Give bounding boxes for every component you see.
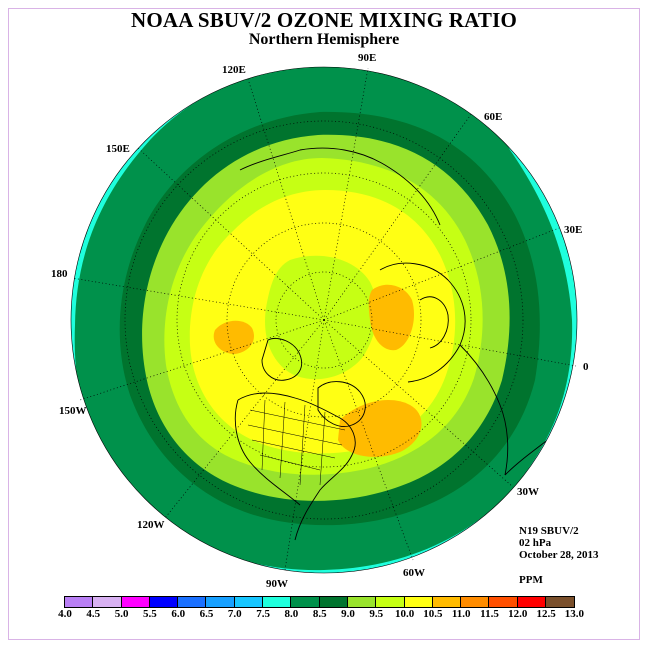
colorbar-swatch bbox=[404, 597, 433, 607]
colorbar-swatch bbox=[178, 597, 207, 607]
colorbar-swatch bbox=[206, 597, 235, 607]
colorbar-swatch bbox=[149, 597, 179, 607]
colorbar-tick-label: 12.5 bbox=[536, 608, 556, 620]
contour-band-10_5-c bbox=[368, 284, 415, 351]
date-label: October 28, 2013 bbox=[519, 549, 599, 561]
colorbar-tick-label: 12.0 bbox=[508, 608, 528, 620]
colorbar-tick-label: 9.0 bbox=[341, 608, 355, 620]
colorbar-swatch bbox=[291, 597, 320, 607]
lon-label-30e: 30E bbox=[564, 224, 582, 236]
colorbar-swatch bbox=[461, 597, 490, 607]
us-states bbox=[247, 399, 346, 486]
colorbar-swatch bbox=[65, 597, 94, 607]
instrument-label: N19 SBUV/2 bbox=[519, 525, 579, 537]
contour-band-10_5-a bbox=[338, 400, 422, 457]
lon-label-30w: 30W bbox=[517, 486, 539, 498]
colorbar-tick-label: 11.5 bbox=[480, 608, 499, 620]
info-block: N19 SBUV/2 02 hPa October 28, 2013 bbox=[519, 525, 599, 561]
colorbar-tick-label: 6.0 bbox=[171, 608, 186, 620]
lon-label-60w: 60W bbox=[403, 567, 425, 579]
colorbar-tick-label: 13.0 bbox=[564, 608, 585, 620]
page-subtitle: Northern Hemisphere bbox=[248, 31, 400, 48]
colorbar-tick-label: 8.5 bbox=[312, 608, 327, 620]
lon-label-180: 180 bbox=[51, 268, 68, 280]
lon-label-0: 0 bbox=[583, 361, 589, 373]
lon-label-90w: 90W bbox=[266, 578, 288, 590]
colorbar-tick-label: 5.0 bbox=[114, 608, 129, 620]
lon-label-150w: 150W bbox=[59, 405, 87, 417]
units-label: PPM bbox=[519, 574, 543, 586]
latitude-circles bbox=[124, 120, 524, 520]
colorbar-swatch bbox=[121, 597, 150, 607]
colorbar-tick-label: 7.0 bbox=[227, 608, 242, 620]
coastlines bbox=[234, 147, 573, 541]
lon-label-120e: 120E bbox=[222, 64, 246, 76]
colorbar-swatch bbox=[347, 597, 377, 607]
colorbar-tick-label: 4.5 bbox=[86, 608, 101, 620]
colorbar-tick-label: 10.0 bbox=[394, 608, 415, 620]
colorbar-labels: 4.0 4.5 5.0 5.5 6.0 6.5 7.0 7.5 8.0 8.5 9.0 9.5 10.0… bbox=[0, 608, 648, 622]
colorbar-tick-label: 6.5 bbox=[199, 608, 214, 620]
colorbar bbox=[64, 596, 576, 608]
colorbar-swatch bbox=[432, 597, 462, 607]
lon-label-60e: 60E bbox=[484, 111, 502, 123]
level-label: 02 hPa bbox=[519, 537, 552, 549]
lon-label-120w: 120W bbox=[137, 519, 165, 531]
colorbar-swatch bbox=[319, 597, 348, 607]
colorbar-swatch bbox=[517, 597, 547, 607]
page-title: NOAA SBUV/2 OZONE MIXING RATIO bbox=[131, 8, 517, 32]
lon-label-150e: 150E bbox=[106, 143, 130, 155]
contour-band-10_5-b bbox=[213, 320, 255, 354]
colorbar-swatch bbox=[93, 597, 122, 607]
colorbar-swatch bbox=[376, 597, 405, 607]
meridians bbox=[71, 67, 577, 571]
lon-label-90e: 90E bbox=[358, 52, 376, 64]
colorbar-tick-label: 4.0 bbox=[58, 608, 72, 620]
colorbar-tick-label: 7.5 bbox=[256, 608, 270, 620]
colorbar-swatch bbox=[234, 597, 264, 607]
colorbar-tick-label: 11.0 bbox=[451, 608, 471, 620]
colorbar-tick-label: 10.5 bbox=[423, 608, 443, 620]
plot-frame bbox=[8, 8, 640, 640]
colorbar-swatch bbox=[546, 597, 575, 607]
map-border bbox=[70, 66, 578, 574]
colorbar-swatch bbox=[489, 597, 518, 607]
colorbar-tick-label: 5.5 bbox=[143, 608, 157, 620]
colorbar-tick-label: 9.5 bbox=[369, 608, 384, 620]
colorbar-tick-label: 8.0 bbox=[284, 608, 299, 620]
colorbar-swatch bbox=[263, 597, 292, 607]
